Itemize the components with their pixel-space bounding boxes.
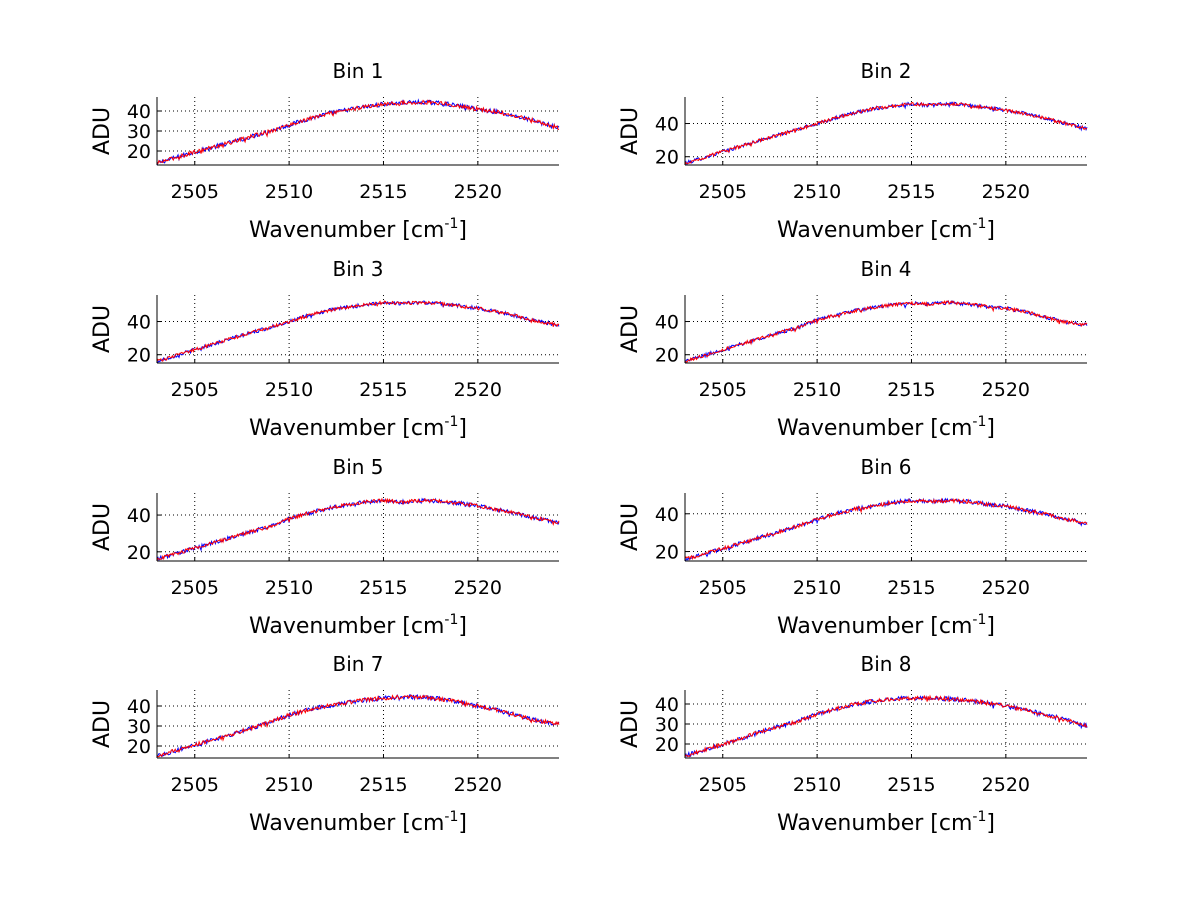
x-tick-label: 2515 <box>887 181 935 203</box>
x-tick-label: 2505 <box>171 379 219 401</box>
y-tick-label: 40 <box>655 504 679 526</box>
subplot-bin-2: 2505 2510 2515 2520 20 40 Bin 2 Wavenumber [cm-… <box>618 59 1088 243</box>
subplot-bin-3: 2505 2510 2515 2520 20 40 Bin 3 Wavenumber [cm-… <box>90 257 560 441</box>
x-tick-label: 2505 <box>171 577 219 599</box>
series-line-2 <box>684 299 1088 363</box>
x-axis-label: Wavenumber [cm-1] <box>777 414 995 441</box>
x-axis-label: Wavenumber [cm-1] <box>777 612 995 639</box>
x-tick-label: 2505 <box>699 181 747 203</box>
subplot-title: Bin 2 <box>860 59 911 83</box>
y-tick-label: 40 <box>127 505 151 527</box>
subplot-bin-4: 2505 2510 2515 2520 20 40 Bin 4 Wavenumber [cm-… <box>618 257 1088 441</box>
x-tick-label: 2510 <box>793 181 841 203</box>
x-tick-label: 2510 <box>265 774 313 796</box>
y-tick-label: 20 <box>655 345 679 367</box>
subplot-bin-6: 2505 2510 2515 2520 20 40 Bin 6 Wavenumber [cm-… <box>618 455 1088 639</box>
y-axis-label: ADU <box>90 503 115 551</box>
x-tick-label: 2510 <box>265 577 313 599</box>
y-tick-label: 20 <box>127 542 151 564</box>
x-tick-label: 2520 <box>454 774 502 796</box>
subplot-title: Bin 4 <box>860 257 911 281</box>
x-axis-label: Wavenumber [cm-1] <box>777 216 995 243</box>
x-tick-label: 2510 <box>793 379 841 401</box>
y-axis-label: ADU <box>90 107 115 155</box>
y-axis-label: ADU <box>618 700 643 748</box>
x-axis-label: Wavenumber [cm-1] <box>249 414 467 441</box>
x-tick-label: 2505 <box>699 577 747 599</box>
x-tick-label: 2520 <box>454 577 502 599</box>
x-tick-label: 2515 <box>359 379 407 401</box>
x-axis-label: Wavenumber [cm-1] <box>249 216 467 243</box>
x-tick-label: 2505 <box>171 774 219 796</box>
subplot-title: Bin 3 <box>332 257 383 281</box>
x-tick-label: 2515 <box>359 181 407 203</box>
y-tick-label: 20 <box>655 147 679 169</box>
x-axis-label: Wavenumber [cm-1] <box>249 809 467 836</box>
subplot-title: Bin 7 <box>332 652 383 676</box>
x-tick-label: 2510 <box>265 181 313 203</box>
series-line-2 <box>684 497 1088 561</box>
y-axis-label: ADU <box>618 503 643 551</box>
series-line-2 <box>156 694 560 758</box>
x-tick-label: 2515 <box>359 577 407 599</box>
x-tick-label: 2515 <box>887 577 935 599</box>
y-tick-label: 40 <box>127 696 151 718</box>
y-tick-label: 20 <box>127 345 151 367</box>
series-line-2 <box>684 694 1088 758</box>
subplot-title: Bin 1 <box>332 59 383 83</box>
x-tick-label: 2510 <box>265 379 313 401</box>
x-tick-label: 2510 <box>793 774 841 796</box>
x-tick-label: 2520 <box>454 181 502 203</box>
x-tick-label: 2520 <box>982 181 1030 203</box>
y-axis-label: ADU <box>618 305 643 353</box>
x-tick-label: 2515 <box>887 774 935 796</box>
x-tick-label: 2505 <box>699 774 747 796</box>
y-tick-label: 30 <box>127 716 151 738</box>
series-line-2 <box>156 300 560 362</box>
x-tick-label: 2515 <box>359 774 407 796</box>
y-tick-label: 40 <box>127 312 151 334</box>
series-line-2 <box>156 497 560 561</box>
y-axis-label: ADU <box>618 107 643 155</box>
x-axis-label: Wavenumber [cm-1] <box>777 809 995 836</box>
x-axis-label: Wavenumber [cm-1] <box>249 612 467 639</box>
series-line-2 <box>684 101 1088 166</box>
y-axis-label: ADU <box>90 700 115 748</box>
x-tick-label: 2520 <box>982 379 1030 401</box>
subplot-title: Bin 5 <box>332 455 383 479</box>
y-tick-label: 30 <box>127 121 151 143</box>
y-tick-label: 20 <box>655 734 679 756</box>
subplot-title: Bin 6 <box>860 455 911 479</box>
y-tick-label: 20 <box>127 141 151 163</box>
x-tick-label: 2520 <box>982 577 1030 599</box>
y-tick-label: 40 <box>655 312 679 334</box>
plot-area <box>157 690 559 758</box>
y-tick-label: 40 <box>655 114 679 136</box>
x-tick-label: 2520 <box>982 774 1030 796</box>
y-tick-label: 40 <box>127 101 151 123</box>
x-tick-label: 2505 <box>171 181 219 203</box>
x-tick-label: 2505 <box>699 379 747 401</box>
y-axis-label: ADU <box>90 305 115 353</box>
x-tick-label: 2515 <box>887 379 935 401</box>
y-tick-label: 40 <box>655 694 679 716</box>
y-tick-label: 30 <box>655 714 679 736</box>
subplot-bin-5: 2505 2510 2515 2520 20 40 Bin 5 Wavenumber [cm-… <box>90 455 560 639</box>
subplot-title: Bin 8 <box>860 652 911 676</box>
x-tick-label: 2510 <box>793 577 841 599</box>
series-line-2 <box>156 99 560 165</box>
x-tick-label: 2520 <box>454 379 502 401</box>
y-tick-label: 20 <box>127 736 151 758</box>
plot-area <box>157 295 559 363</box>
y-tick-label: 20 <box>655 542 679 564</box>
